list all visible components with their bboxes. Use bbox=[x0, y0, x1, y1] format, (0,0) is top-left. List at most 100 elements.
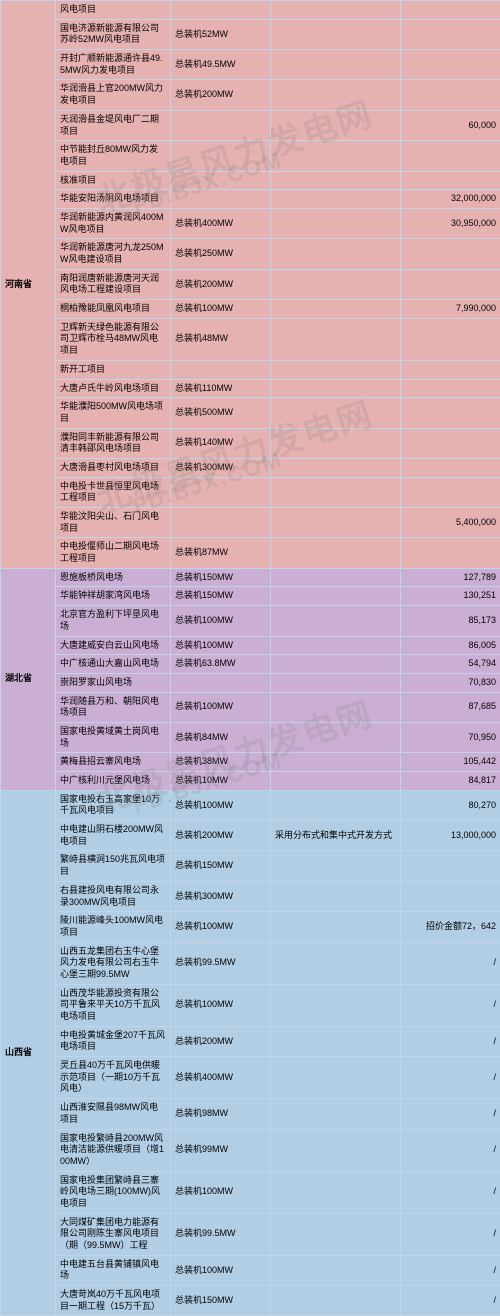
table-row: 国家电投集团繁峙县三寨岭风电场三期(100MW)风电项目总装机100MW/ bbox=[1, 1171, 500, 1213]
spec-cell: 总装机100MW bbox=[171, 300, 271, 319]
amount-cell bbox=[401, 398, 500, 428]
project-name-cell: 濮阳同丰新能源有限公司清丰韩邵风电场项目 bbox=[56, 428, 171, 458]
project-name-cell: 华润新能源内黄润风400MW风电项目 bbox=[56, 208, 171, 238]
table-row: 大唐滑县枣村风电场项目总装机300MW bbox=[1, 458, 500, 477]
amount-cell bbox=[401, 1, 500, 20]
amount-cell: 86,005 bbox=[401, 636, 500, 655]
table-row: 崇阳罗家山风电场70,830 bbox=[1, 673, 500, 692]
table-row: 大唐建威安白云山风电场总装机100MW86,005 bbox=[1, 636, 500, 655]
extra-cell bbox=[271, 587, 401, 606]
extra-cell bbox=[271, 722, 401, 752]
project-name-cell: 华润新能源唐河九龙250MW风电建设项目 bbox=[56, 239, 171, 269]
table-row: 湖北省恩施板桥风电场总装机150MW127,789 bbox=[1, 568, 500, 587]
project-name-cell: 国电济源新能源有限公司苏岭52MW风电项目 bbox=[56, 19, 171, 49]
spec-cell: 总装机52MW bbox=[171, 19, 271, 49]
extra-cell bbox=[271, 753, 401, 772]
spec-cell: 总装机99.5MW bbox=[171, 942, 271, 984]
table-row: 华能濮阳500MW风电场项目总装机500MW bbox=[1, 398, 500, 428]
amount-cell bbox=[401, 239, 500, 269]
project-name-cell: 卫辉新天绿色能源有限公司卫辉市栓马48MW风电项目 bbox=[56, 318, 171, 360]
amount-cell: 80,270 bbox=[401, 790, 500, 820]
amount-cell bbox=[401, 851, 500, 881]
spec-cell bbox=[171, 141, 271, 171]
extra-cell bbox=[271, 190, 401, 209]
extra-cell bbox=[271, 141, 401, 171]
project-name-cell: 右县建投风电有限公司永录300MW风电项目 bbox=[56, 881, 171, 911]
extra-cell bbox=[271, 1213, 401, 1255]
table-row: 华能钟祥胡家湾风电场总装机150MW130,251 bbox=[1, 587, 500, 606]
table-row: 华润新能源内黄润风400MW风电项目总装机400MW30,950,000 bbox=[1, 208, 500, 238]
spec-cell: 总装机150MW bbox=[171, 851, 271, 881]
table-row: 右县建投风电有限公司永录300MW风电项目总装机300MW bbox=[1, 881, 500, 911]
project-name-cell: 风电项目 bbox=[56, 1, 171, 20]
spec-cell: 总装机100MW bbox=[171, 790, 271, 820]
table-row: 黄梅县招云寨风电场总装机38MW105,442 bbox=[1, 753, 500, 772]
amount-cell bbox=[401, 428, 500, 458]
spec-cell: 总装机400MW bbox=[171, 1057, 271, 1099]
project-name-cell: 华润滑县上官200MW风力发电项目 bbox=[56, 80, 171, 110]
amount-cell bbox=[401, 19, 500, 49]
amount-cell bbox=[401, 171, 500, 190]
extra-cell bbox=[271, 208, 401, 238]
table-row: 繁峙县横涧150兆瓦风电项目总装机150MW bbox=[1, 851, 500, 881]
table-row: 中电建五台县黄铺镇风电场总装机100MW/ bbox=[1, 1255, 500, 1285]
table-row: 中电投黄城金堡207千瓦风电场项目总装机200MW/ bbox=[1, 1026, 500, 1056]
spec-cell: 总装机150MW bbox=[171, 1286, 271, 1316]
extra-cell bbox=[271, 912, 401, 942]
project-name-cell: 陵川能源峰头100MW风电项目 bbox=[56, 912, 171, 942]
amount-cell bbox=[401, 881, 500, 911]
spec-cell: 总装机140MW bbox=[171, 428, 271, 458]
extra-cell bbox=[271, 398, 401, 428]
amount-cell bbox=[401, 458, 500, 477]
project-name-cell: 大同煤矿集团电力能源有限公司刚陈生寨风电项目（期（99.5MW）工程 bbox=[56, 1213, 171, 1255]
extra-cell bbox=[271, 568, 401, 587]
table-row: 大同煤矿集团电力能源有限公司刚陈生寨风电项目（期（99.5MW）工程总装机99.… bbox=[1, 1213, 500, 1255]
amount-cell: 13,000,000 bbox=[401, 821, 500, 851]
table-row: 灵丘县40万千瓦风电供暖示范项目（一期10万千瓦风电）总装机400MW/ bbox=[1, 1057, 500, 1099]
extra-cell bbox=[271, 636, 401, 655]
extra-cell bbox=[271, 458, 401, 477]
project-name-cell: 繁峙县横涧150兆瓦风电项目 bbox=[56, 851, 171, 881]
table-row: 华润随县万和、朝阳风电场项目总装机100MW87,685 bbox=[1, 692, 500, 722]
extra-cell bbox=[271, 1286, 401, 1316]
amount-cell: 70,830 bbox=[401, 673, 500, 692]
spec-cell: 总装机100MW bbox=[171, 1171, 271, 1213]
spec-cell: 总装机49.5MW bbox=[171, 50, 271, 80]
project-name-cell: 华能钟祥胡家湾风电场 bbox=[56, 587, 171, 606]
amount-cell: 60,000 bbox=[401, 110, 500, 140]
table-row: 华润新能源唐河九龙250MW风电建设项目总装机250MW bbox=[1, 239, 500, 269]
project-name-cell: 中电投卡世县恒里风电场工程项目 bbox=[56, 477, 171, 507]
table-row: 国家电投黄域黄土岗风电场总装机84MW70,950 bbox=[1, 722, 500, 752]
table-row: 山西茂华能源投资有限公司平鲁来平天10万千瓦风电场项目总装机100MW/ bbox=[1, 984, 500, 1026]
table-row: 华能汶阳尖山、石门风电项目 5,400,000 bbox=[1, 508, 500, 538]
extra-cell bbox=[271, 50, 401, 80]
project-name-cell: 国家电投黄域黄土岗风电场 bbox=[56, 722, 171, 752]
amount-cell: 127,789 bbox=[401, 568, 500, 587]
spec-cell: 总装机100MW bbox=[171, 606, 271, 636]
spec-cell bbox=[171, 171, 271, 190]
spec-cell: 总装机38MW bbox=[171, 753, 271, 772]
province-cell: 河南省 bbox=[1, 1, 56, 569]
table-row: 中节能封丘80MW风力发电项目 bbox=[1, 141, 500, 171]
amount-cell bbox=[401, 80, 500, 110]
amount-cell: 70,950 bbox=[401, 722, 500, 752]
project-name-cell: 华能汶阳尖山、石门风电项目 bbox=[56, 508, 171, 538]
amount-cell: / bbox=[401, 1129, 500, 1171]
extra-cell bbox=[271, 851, 401, 881]
amount-cell bbox=[401, 269, 500, 299]
project-name-cell: 大唐苛岚40万千瓦风电项目一期工程（15万千瓦） bbox=[56, 1286, 171, 1316]
spec-cell: 总装机100MW bbox=[171, 692, 271, 722]
table-row: 国电济源新能源有限公司苏岭52MW风电项目总装机52MW bbox=[1, 19, 500, 49]
project-name-cell: 南阳润唐新能源唐河天润风电场工程建设项目 bbox=[56, 269, 171, 299]
amount-cell: / bbox=[401, 1171, 500, 1213]
spec-cell: 总装机200MW bbox=[171, 821, 271, 851]
amount-cell: 5,400,000 bbox=[401, 508, 500, 538]
table-row: 山西淮安隰县98MW风电项目总装机98MW/ bbox=[1, 1099, 500, 1129]
spec-cell: 总装机200MW bbox=[171, 269, 271, 299]
spec-cell bbox=[171, 673, 271, 692]
extra-cell bbox=[271, 1057, 401, 1099]
table-row: 中电投卡世县恒里风电场工程项目 bbox=[1, 477, 500, 507]
spec-cell: 总装机400MW bbox=[171, 208, 271, 238]
spec-cell: 总装机99MW bbox=[171, 1129, 271, 1171]
amount-cell: / bbox=[401, 1255, 500, 1285]
